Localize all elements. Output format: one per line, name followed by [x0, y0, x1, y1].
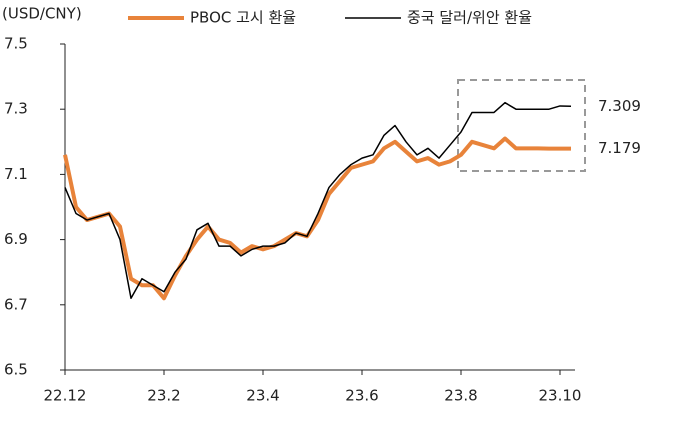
- y-tick-label: 7.1: [4, 165, 28, 183]
- end-value-label: 7.179: [598, 139, 641, 157]
- series-line: [63, 136, 571, 301]
- x-tick-label: 23.8: [444, 387, 477, 405]
- legend-label: PBOC 고시 환율: [190, 9, 296, 27]
- y-axis-label: (USD/CNY): [2, 5, 82, 23]
- highlight-box: [457, 79, 586, 172]
- end-value-label: 7.309: [598, 97, 641, 115]
- x-tick-label: 22.12: [44, 387, 87, 405]
- x-tick-label: 23.2: [147, 387, 180, 405]
- y-tick-label: 7.3: [4, 100, 28, 118]
- legend-label: 중국 달러/위안 환율: [407, 9, 532, 27]
- x-tick-label: 23.10: [539, 387, 582, 405]
- x-tick-label: 23.6: [345, 387, 378, 405]
- y-tick-label: 7.5: [4, 35, 28, 53]
- series-line: [64, 101, 572, 300]
- y-tick-label: 6.7: [4, 295, 28, 313]
- y-tick-label: 6.5: [4, 361, 28, 379]
- x-tick-label: 23.4: [246, 387, 279, 405]
- y-tick-label: 6.9: [4, 230, 28, 248]
